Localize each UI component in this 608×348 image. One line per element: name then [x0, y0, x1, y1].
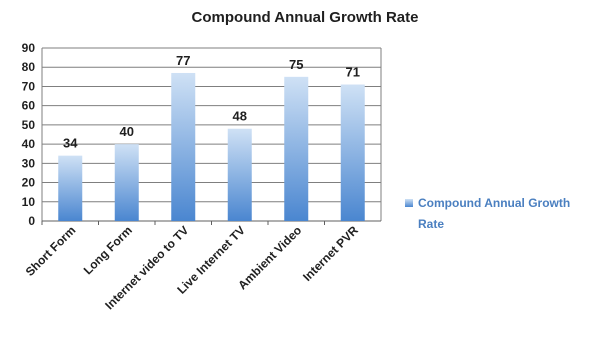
- y-tick-label: 60: [22, 99, 36, 113]
- legend-swatch: [405, 199, 413, 207]
- y-tick-label: 50: [22, 118, 36, 132]
- y-tick-label: 70: [22, 79, 36, 93]
- data-label: 40: [120, 124, 134, 139]
- y-tick-label: 0: [28, 214, 35, 228]
- bar: [171, 72, 196, 221]
- bar: [227, 128, 252, 221]
- plot-area: 0 10 20 30 40 50 60 70 80 90 34 Short Form 40 Long Fo…: [22, 41, 382, 312]
- y-tick-label: 80: [22, 60, 36, 74]
- category-label: Short Form: [23, 223, 79, 279]
- y-tick-label: 20: [22, 176, 36, 190]
- y-tick-label: 30: [22, 156, 36, 170]
- legend-label-line-1: Compound Annual Growth: [418, 196, 570, 210]
- bar: [340, 84, 365, 222]
- category-label: Long Form: [81, 223, 135, 277]
- bar: [58, 155, 83, 221]
- legend-label-line-2: Rate: [418, 217, 444, 231]
- data-label: 75: [289, 57, 303, 72]
- legend: Compound Annual Growth Rate: [405, 196, 570, 231]
- data-label: 77: [176, 53, 190, 68]
- data-label: 71: [346, 65, 360, 80]
- chart-title: Compound Annual Growth Rate: [192, 9, 419, 26]
- bar: [114, 144, 139, 221]
- data-label: 34: [63, 136, 78, 151]
- y-tick-label: 90: [22, 41, 36, 55]
- y-tick-label: 40: [22, 137, 36, 151]
- bar: [284, 76, 309, 221]
- data-label: 48: [233, 109, 247, 124]
- category-label: Internet PVR: [300, 223, 361, 284]
- y-tick-label: 10: [22, 195, 36, 209]
